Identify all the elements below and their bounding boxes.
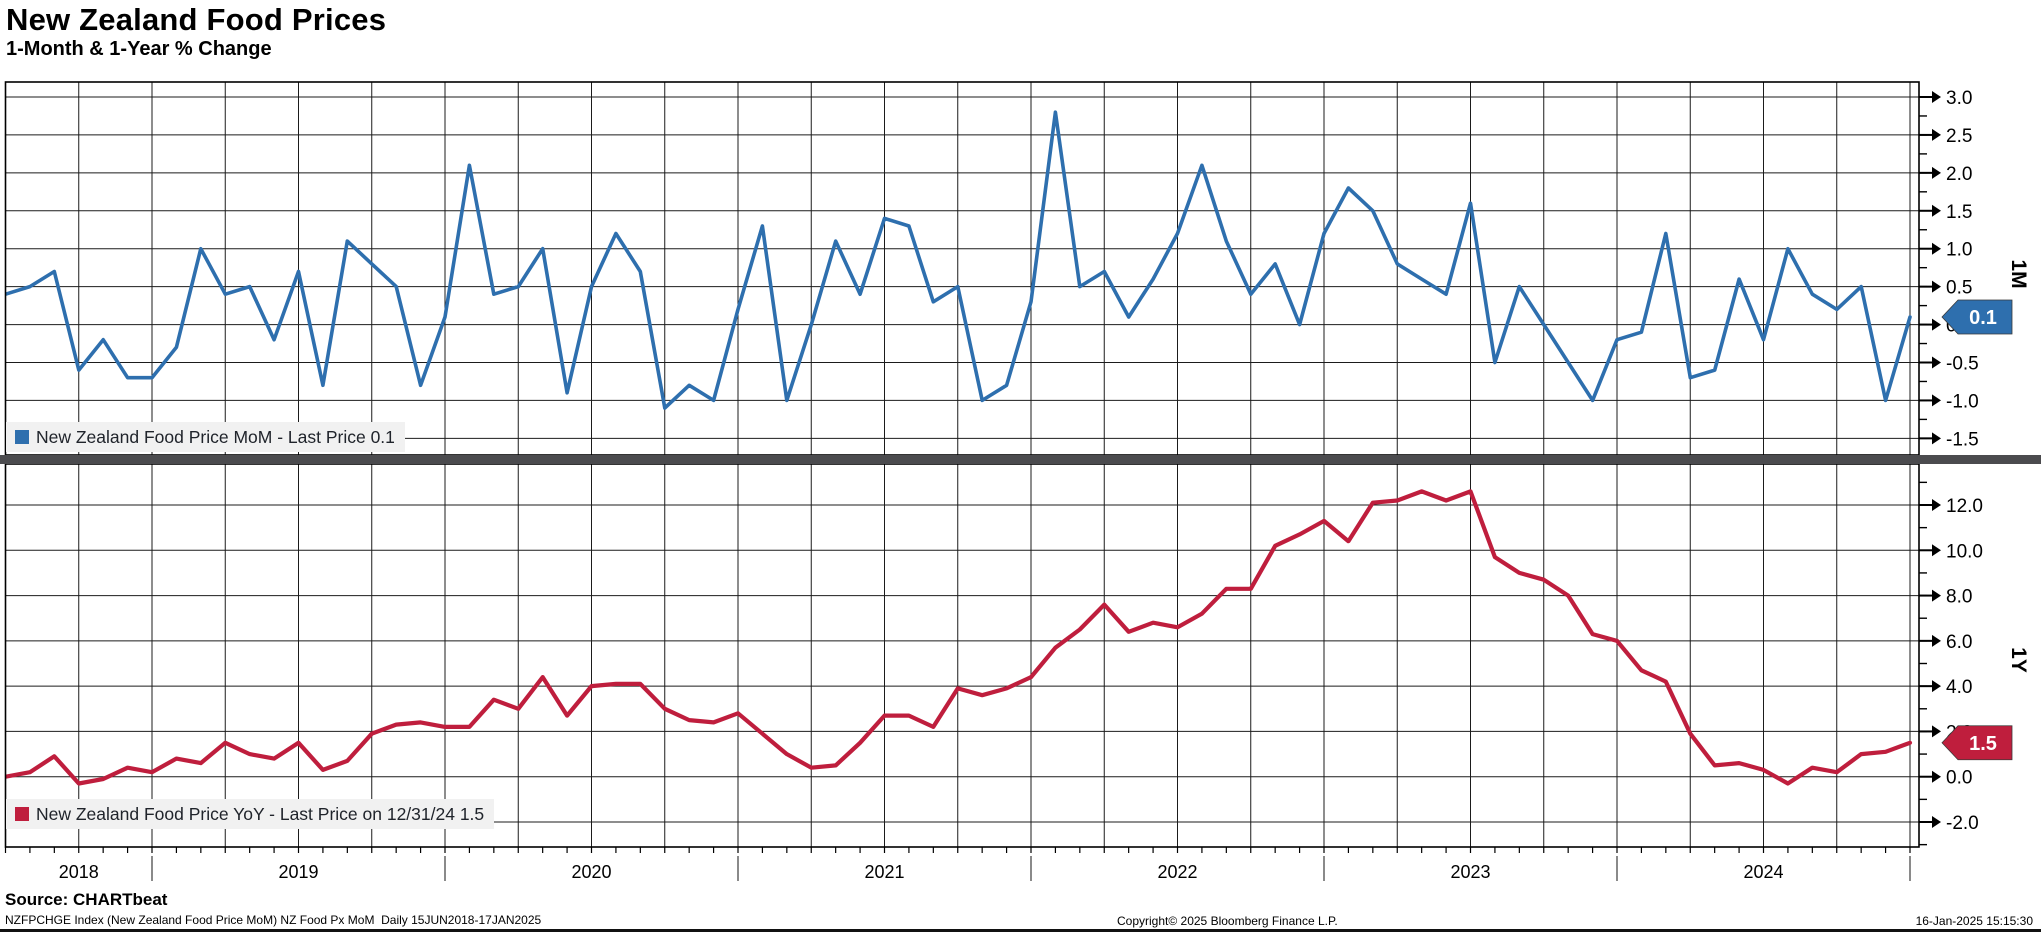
top-panel-axis-title: 1M [2007, 259, 2030, 289]
legend-yoy-label: New Zealand Food Price YoY - Last Price … [36, 803, 485, 824]
svg-text:-1.5: -1.5 [1946, 429, 1979, 450]
svg-text:2021: 2021 [864, 862, 904, 882]
svg-text:-2.0: -2.0 [1946, 813, 1979, 834]
svg-text:1.0: 1.0 [1946, 240, 1972, 261]
svg-text:2019: 2019 [278, 862, 318, 882]
page-subtitle: 1-Month & 1-Year % Change [6, 38, 272, 60]
svg-text:2018: 2018 [59, 862, 99, 882]
svg-text:1.5: 1.5 [1969, 733, 1997, 755]
svg-text:0.5: 0.5 [1946, 278, 1972, 299]
svg-text:2020: 2020 [571, 862, 611, 882]
ticker-description: NZFPCHGE Index (New Zealand Food Price M… [5, 913, 542, 927]
legend-yoy: New Zealand Food Price YoY - Last Price … [6, 799, 495, 829]
bottom-divider [0, 929, 2041, 932]
svg-text:10.0: 10.0 [1946, 541, 1983, 562]
svg-text:6.0: 6.0 [1946, 632, 1972, 653]
svg-text:-0.5: -0.5 [1946, 353, 1979, 374]
svg-text:2022: 2022 [1157, 862, 1197, 882]
svg-text:8.0: 8.0 [1946, 587, 1972, 608]
svg-text:0.1: 0.1 [1969, 307, 1997, 329]
legend-mom: New Zealand Food Price MoM - Last Price … [6, 422, 405, 452]
svg-text:2.0: 2.0 [1946, 164, 1972, 185]
yoy-series-swatch-icon [15, 807, 29, 821]
bottom-panel-axis-title: 1Y [2007, 647, 2030, 673]
svg-text:2023: 2023 [1450, 862, 1490, 882]
svg-text:0.0: 0.0 [1946, 768, 1972, 789]
source-line: Source: CHARTbeat [5, 890, 168, 909]
copyright-text: Copyright© 2025 Bloomberg Finance L.P. [1117, 914, 1338, 928]
svg-text:2.5: 2.5 [1946, 126, 1972, 147]
svg-text:1.5: 1.5 [1946, 202, 1972, 223]
svg-text:12.0: 12.0 [1946, 496, 1983, 517]
svg-text:-1.0: -1.0 [1946, 391, 1979, 412]
timestamp: 16-Jan-2025 15:15:30 [1915, 914, 2033, 928]
svg-text:4.0: 4.0 [1946, 677, 1972, 698]
legend-mom-label: New Zealand Food Price MoM - Last Price … [36, 426, 395, 447]
mom-series-swatch-icon [15, 430, 29, 444]
svg-text:3.0: 3.0 [1946, 88, 1972, 109]
svg-text:2024: 2024 [1743, 862, 1783, 882]
page-title: New Zealand Food Prices [6, 2, 387, 37]
